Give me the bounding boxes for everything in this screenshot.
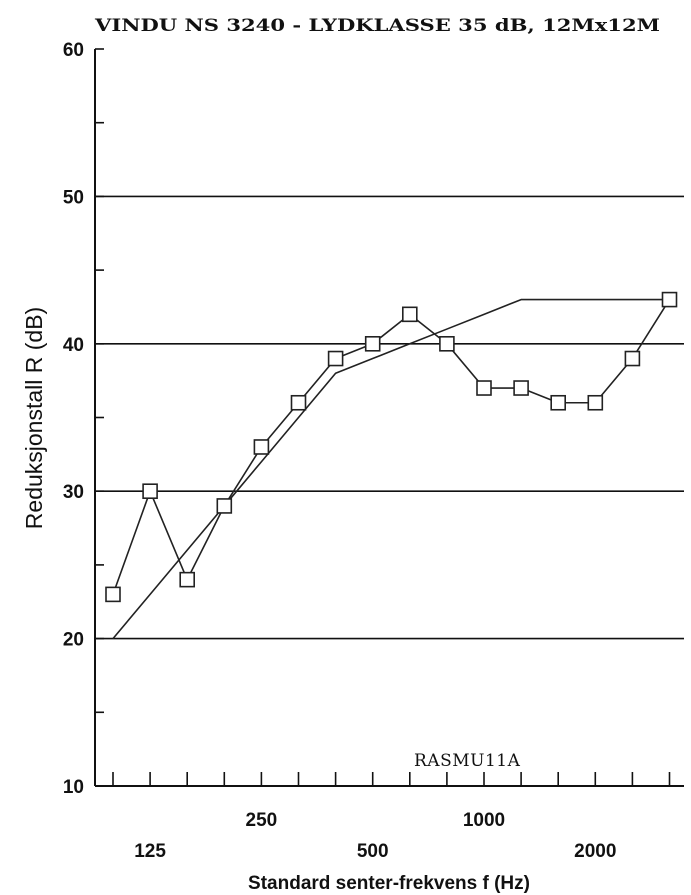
x-ticks: 250 1000 125 500 2000 xyxy=(112,772,671,862)
data-point xyxy=(401,306,418,323)
x-axis-label: Standard senter-frekvens f (Hz) xyxy=(248,873,530,894)
data-point xyxy=(364,335,381,352)
gridlines xyxy=(95,195,684,640)
x-tick-label: 250 xyxy=(246,810,278,831)
x-tick-label: 2000 xyxy=(574,841,616,862)
chart-title: VINDU NS 3240 - LYDKLASSE 35 dB, 12Mx12M xyxy=(94,16,660,36)
data-point xyxy=(439,335,455,352)
series-markers xyxy=(105,291,678,603)
data-point xyxy=(513,380,529,396)
series-lines xyxy=(112,298,671,640)
data-point xyxy=(587,394,604,411)
x-tick-label: 125 xyxy=(134,841,166,862)
y-axis-label: Reduksjonstall R (dB) xyxy=(21,307,47,529)
chart-annotation: RASMU11A xyxy=(414,751,521,771)
data-point xyxy=(624,350,641,367)
y-tick-label: 20 xyxy=(63,630,84,651)
data-point xyxy=(476,380,492,396)
data-point xyxy=(179,571,195,588)
y-tick-label: 30 xyxy=(63,482,84,503)
series-line-1 xyxy=(112,299,671,595)
data-point xyxy=(290,394,307,411)
series-line-2 xyxy=(112,298,670,640)
data-point xyxy=(661,291,678,308)
y-tick-label: 50 xyxy=(63,187,84,208)
data-point xyxy=(142,483,158,500)
data-point xyxy=(550,394,567,411)
x-tick-label: 500 xyxy=(357,841,389,862)
data-point xyxy=(327,350,344,367)
data-point xyxy=(253,439,270,455)
y-ticks: 10 20 30 40 50 60 xyxy=(63,40,104,798)
y-tick-label: 60 xyxy=(63,40,84,61)
x-tick-label: 1000 xyxy=(463,810,505,831)
y-tick-label: 10 xyxy=(63,777,84,798)
y-tick-label: 40 xyxy=(63,335,84,356)
data-point xyxy=(105,586,121,603)
data-point xyxy=(216,498,233,514)
